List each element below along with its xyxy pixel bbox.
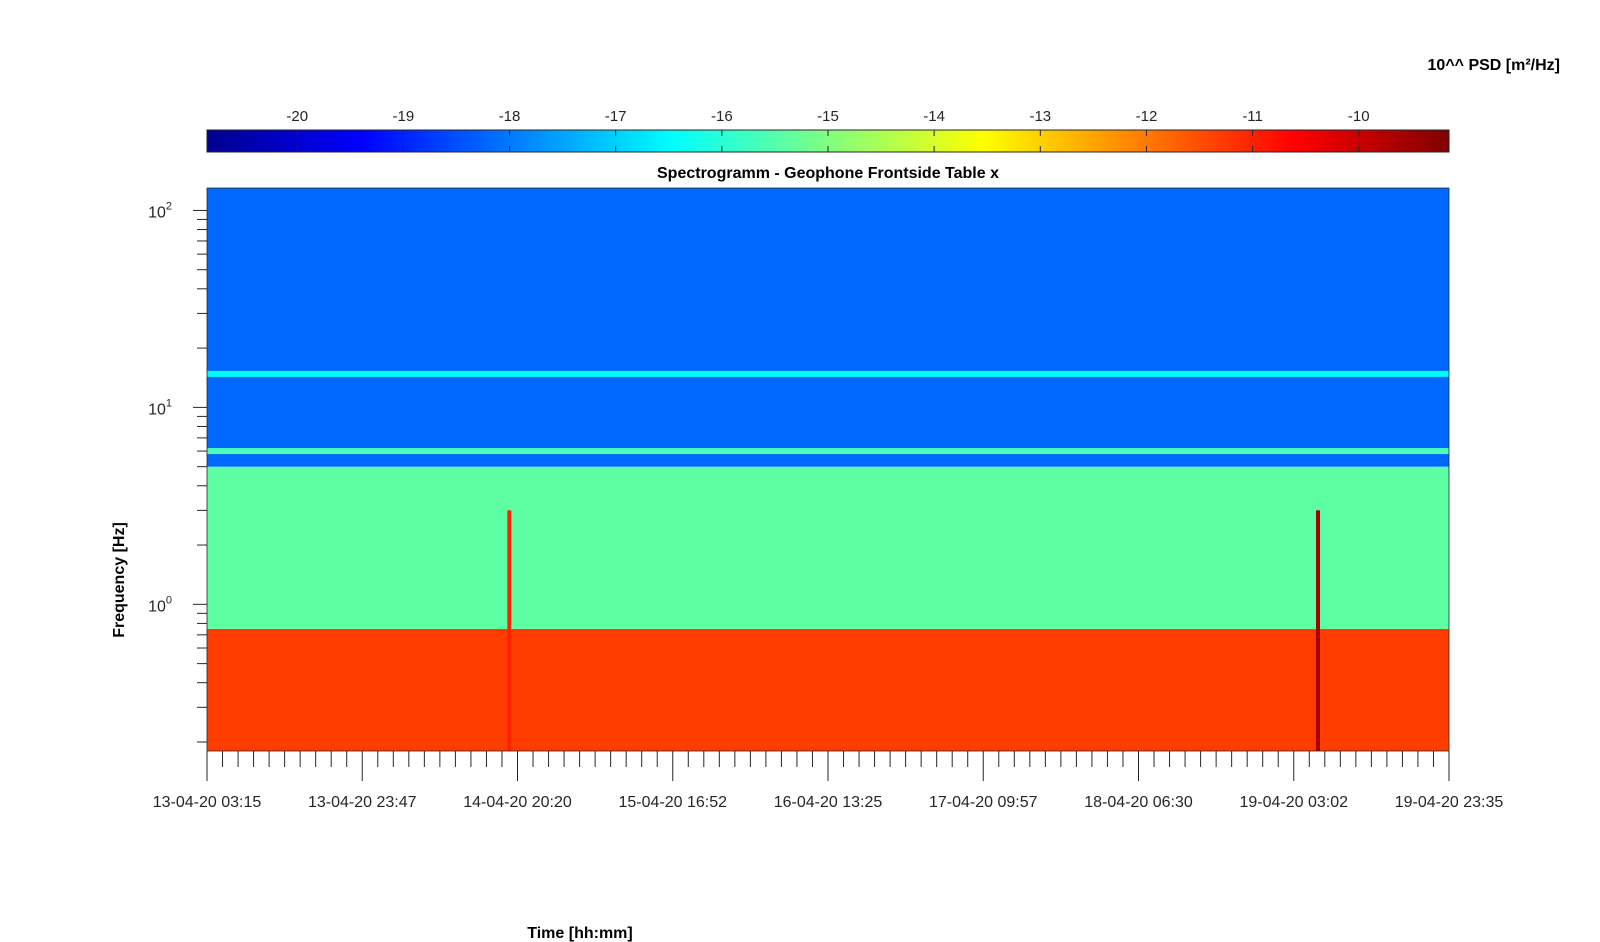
y-tick-label: 101: [148, 397, 172, 418]
colorbar-tick-label: -13: [1029, 108, 1051, 125]
y-tick-label: 100: [148, 594, 172, 615]
chart-title: Spectrogramm - Geophone Frontside Table …: [657, 165, 999, 182]
colorbar-tick-label: -20: [286, 108, 308, 125]
psd-band-upper_band: [207, 188, 1449, 467]
y-tick-exponent: 1: [166, 397, 172, 409]
psd-band-broadband_band: [207, 628, 1449, 751]
psd-band-mid_band: [207, 466, 1449, 629]
x-tick-label: 14-04-20 20:20: [463, 794, 572, 811]
transient: [507, 510, 512, 751]
x-tick-label: 16-04-20 13:25: [774, 794, 883, 811]
colorbar-tick-label: -14: [923, 108, 945, 125]
colorbar: -20 -19 -18 -17 -16 -15 -14 -13 -12 -11 -10 10^^ P…: [206, 57, 1560, 153]
x-tick-label: 15-04-20 16:52: [618, 794, 727, 811]
colorbar-tick-label: -11: [1242, 108, 1263, 125]
colorbar-tick-label: -15: [817, 108, 839, 125]
spectrogram-image: [207, 188, 1449, 751]
narrow-line: [207, 448, 1449, 455]
narrow-line: [207, 370, 1449, 377]
colorbar-tick-label: -16: [711, 108, 733, 125]
colorbar-tick-label: -19: [393, 108, 415, 125]
x-axis-label: Time [hh:mm]: [527, 925, 632, 942]
y-tick-label: 102: [148, 200, 172, 221]
colorbar-tick-label: -18: [499, 108, 521, 125]
y-axis-label: Frequency [Hz]: [111, 522, 128, 638]
colorbar-tick-label: -12: [1136, 108, 1158, 125]
x-tick-label: 13-04-20 23:47: [308, 794, 417, 811]
y-tick-exponent: 0: [166, 594, 172, 606]
y-tick-base: 10: [148, 598, 166, 615]
x-tick-label: 19-04-20 23:35: [1395, 794, 1504, 811]
y-tick-exponent: 2: [166, 200, 172, 212]
colorbar-tick-label: -17: [605, 108, 627, 125]
colorbar-label: 10^^ PSD [m²/Hz]: [1428, 57, 1560, 74]
colorbar-ticks: -20 -19 -18 -17 -16 -15 -14 -13 -12 -11 -10: [286, 108, 1370, 152]
x-axis: 13-04-20 03:15 13-04-20 23:47 14-04-20 20:…: [153, 751, 1504, 811]
x-tick-label: 18-04-20 06:30: [1084, 794, 1193, 811]
y-tick-base: 10: [148, 401, 166, 418]
x-tick-label: 19-04-20 03:02: [1239, 794, 1348, 811]
colorbar-tick-label: -10: [1348, 108, 1370, 125]
y-tick-base: 10: [148, 204, 166, 221]
transient: [1316, 510, 1321, 751]
x-tick-label: 13-04-20 03:15: [153, 794, 262, 811]
x-tick-label: 17-04-20 09:57: [929, 794, 1038, 811]
